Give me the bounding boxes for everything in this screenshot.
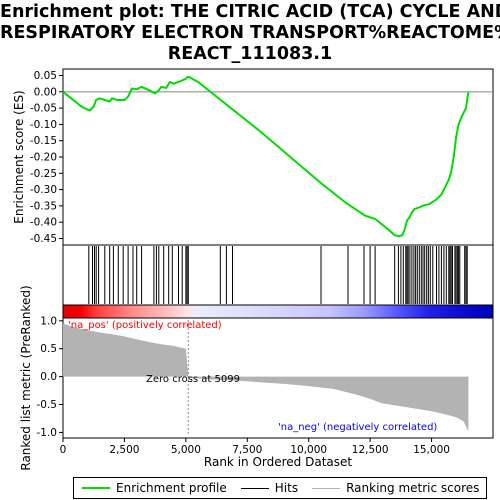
es-y-tick-label: -0.10 <box>30 119 57 131</box>
title-line-2: RESPIRATORY ELECTRON TRANSPORT%REACTOME% <box>0 23 500 43</box>
enrichment-profile-line <box>62 76 470 238</box>
es-y-tick-label: -0.25 <box>30 168 57 180</box>
rank-y-tick-label: -0.5 <box>37 399 58 411</box>
legend-item-ranking: Ranking metric scores <box>312 481 479 495</box>
rank-y-tick-label: -1.0 <box>37 427 58 439</box>
rank-x-axis-label: Rank in Ordered Dataset <box>204 455 352 469</box>
es-y-tick-label: 0.05 <box>34 70 57 82</box>
es-y-ticks: 0.05 0.00 -0.05 -0.10 -0.15 -0.20 -0.25 -0.30 -0… <box>30 70 63 245</box>
title-line-3: REACT_111083.1 <box>167 44 333 64</box>
es-y-tick-label: -0.15 <box>30 135 57 147</box>
enrichment-plot: 0.050.00-0.05-0.10-0.15-0.20-0.25-0.30-0… <box>12 68 494 471</box>
ranking-color-bar <box>62 304 494 319</box>
chart-title: Enrichment plot: THE CITRIC ACID (TCA) C… <box>0 2 500 65</box>
legend-enrichment-label: Enrichment profile <box>116 481 227 495</box>
es-y-tick-label: 0.00 <box>34 86 57 98</box>
title-line-1: Enrichment plot: THE CITRIC ACID (TCA) C… <box>0 2 500 22</box>
rank-x-tick-label: 10,000 <box>290 444 327 456</box>
hits-swatch <box>240 487 269 489</box>
legend: Enrichment profile Hits Ranking metric s… <box>73 477 487 499</box>
hits-panel <box>62 244 494 306</box>
es-y-axis-label: Enrichment score (ES) <box>12 90 26 223</box>
legend-item-hits: Hits <box>240 481 299 495</box>
rank-x-tick-label: 2,500 <box>109 444 139 456</box>
zero-cross-label: Zero cross at 5099 <box>146 374 240 385</box>
ranking-swatch <box>312 487 341 489</box>
es-panel-frame <box>62 68 494 246</box>
es-y-tick-label: -0.30 <box>30 184 57 196</box>
positive-correlation-label: 'na_pos' (positively correlated) <box>68 320 222 331</box>
rank-x-tick-label: 15,000 <box>413 444 450 456</box>
rank-x-tick-label: 0 <box>60 444 67 456</box>
legend-ranking-label: Ranking metric scores <box>346 481 480 495</box>
es-y-tick-label: -0.40 <box>30 217 57 229</box>
rank-y-tick-label: 0.5 <box>40 343 57 355</box>
legend-hits-label: Hits <box>274 481 299 495</box>
rank-y-tick-label: 1.0 <box>40 315 57 327</box>
es-y-tick-label: -0.35 <box>30 200 57 212</box>
rank-x-tick-label: 5,000 <box>171 444 201 456</box>
es-y-tick-label: -0.05 <box>30 103 57 115</box>
rank-x-tick-label: 12,500 <box>352 444 389 456</box>
rank-x-ticks: 0 2,500 5,000 7,500 10,000 12,500 15,000 <box>60 438 450 456</box>
es-y-tick-label: -0.20 <box>30 152 57 164</box>
ranking-metric-area <box>63 323 469 432</box>
rank-y-axis-label: Ranked list metric (PreRanked) <box>19 285 33 470</box>
es-panel: 0.05 0.00 -0.05 -0.10 -0.15 -0.20 -0.25 -0.30 -0… <box>12 68 494 246</box>
rank-y-tick-label: 0.0 <box>40 371 57 383</box>
ranking-metric-panel: 1.0 0.5 0.0 -0.5 -1.0 0 2,500 5,000 7,500 10,000… <box>19 285 494 471</box>
rank-x-tick-label: 7,500 <box>232 444 262 456</box>
enrichment-profile-swatch <box>82 487 110 489</box>
rank-y-ticks: 1.0 0.5 0.0 -0.5 -1.0 <box>37 315 63 439</box>
legend-item-enrichment: Enrichment profile <box>82 481 227 495</box>
hit-markers <box>88 246 468 304</box>
ranking-color-gradient <box>62 304 494 319</box>
es-y-tick-label: -0.45 <box>30 233 57 245</box>
negative-correlation-label: 'na_neg' (negatively correlated) <box>278 422 437 433</box>
